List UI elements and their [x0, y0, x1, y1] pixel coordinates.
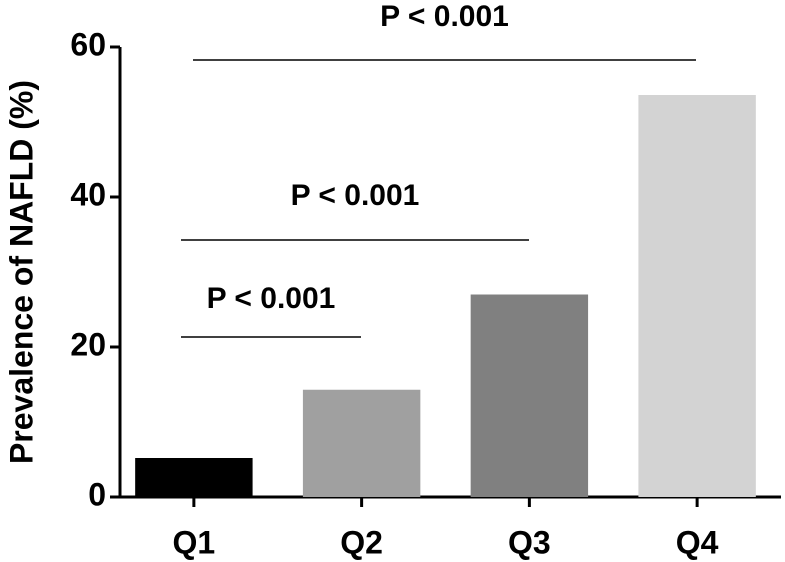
y-tick-label: 60	[70, 26, 106, 62]
y-tick-label: 20	[70, 326, 106, 362]
y-axis-label: Prevalence of NAFLD (%)	[3, 80, 39, 464]
bar	[470, 294, 589, 497]
bar	[135, 458, 253, 497]
bar	[302, 389, 421, 497]
x-tick-label: Q4	[676, 524, 719, 560]
y-tick-label: 40	[70, 176, 106, 212]
y-tick-label: 0	[88, 476, 106, 512]
significance-label: P < 0.001	[291, 179, 420, 212]
significance-label: P < 0.001	[380, 0, 509, 33]
significance-label: P < 0.001	[207, 282, 336, 315]
bar	[638, 95, 756, 497]
x-tick-label: Q3	[508, 524, 551, 560]
x-tick-label: Q2	[340, 524, 383, 560]
x-tick-label: Q1	[173, 524, 216, 560]
